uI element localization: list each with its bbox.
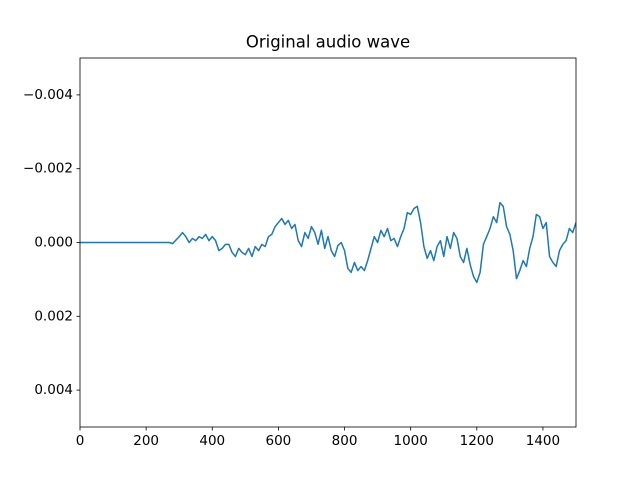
- plot-frame: [79, 57, 577, 428]
- y-tick-label: −0.002: [23, 161, 73, 177]
- y-tick-label: 0.002: [34, 308, 73, 324]
- x-tick-label: 1200: [460, 433, 494, 449]
- y-tick-label: 0.000: [34, 235, 73, 251]
- y-tick-label: −0.004: [23, 87, 73, 103]
- x-tick-label: 800: [332, 433, 358, 449]
- x-tick-label: 1000: [393, 433, 427, 449]
- x-tick-label: 200: [133, 433, 159, 449]
- chart-title: Original audio wave: [246, 33, 410, 52]
- x-tick-label: 600: [266, 433, 292, 449]
- x-tick-label: 400: [199, 433, 225, 449]
- x-tick-label: 0: [76, 433, 85, 449]
- line-series: [80, 201, 576, 284]
- x-tick-label: 1400: [526, 433, 560, 449]
- y-tick-label: 0.004: [34, 382, 73, 398]
